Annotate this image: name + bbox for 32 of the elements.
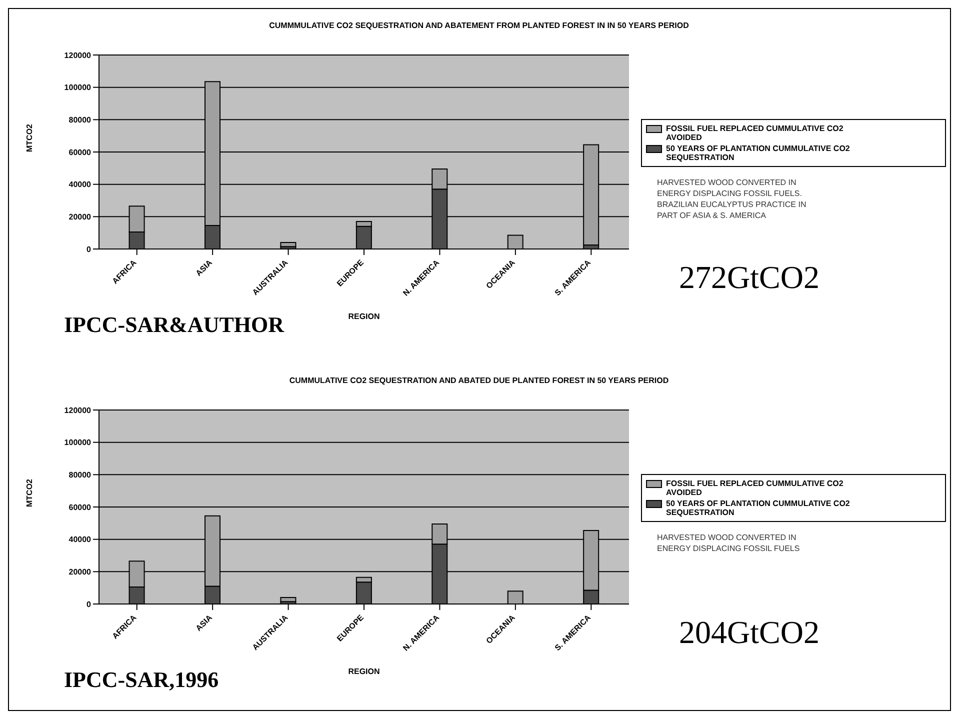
legend-label: FOSSIL FUEL REPLACED CUMMULATIVE CO2 AVOIDED bbox=[666, 124, 844, 142]
y-tick-label: 0 bbox=[86, 244, 92, 254]
text: HARVESTED WOOD CONVERTED IN ENERGY DISPLACING FOSSIL FUELS bbox=[657, 532, 801, 554]
y-tick-label: 100000 bbox=[64, 83, 92, 92]
bar bbox=[280, 242, 296, 248]
text: HARVESTED WOOD CONVERTED IN ENERGY DISPLACING FOSSIL FUELS. BRAZILIAN EUCALYPTUS PRACTICE IN PART OF ASIA & S. AMERICA bbox=[657, 177, 808, 221]
y-tick-label: 60000 bbox=[68, 502, 92, 512]
x-axis-title: REGION bbox=[348, 667, 380, 676]
y-tick-label: 20000 bbox=[68, 212, 92, 222]
legend-label: FOSSIL FUEL REPLACED CUMMULATIVE CO2 AVOIDED bbox=[666, 479, 844, 497]
y-tick-label: 100000 bbox=[64, 438, 92, 448]
chart-title: CUMMULATIVE CO2 SEQUESTRATION AND ABATED DUE PLANTED FOREST IN 50 YEARS PERIOD bbox=[288, 376, 670, 385]
y-tick-label: 80000 bbox=[68, 470, 92, 480]
y-tick-label: 20000 bbox=[68, 568, 92, 577]
y-tick-label: 40000 bbox=[68, 535, 92, 544]
y-axis-title: MTCO2 bbox=[24, 478, 34, 507]
y-tick-label: 120000 bbox=[64, 406, 92, 415]
text: IPCC-SAR&AUTHOR bbox=[64, 312, 284, 338]
bar bbox=[280, 597, 296, 602]
chart-title: CUMMMULATIVE CO2 SEQUESTRATION AND ABATEMENT FROM PLANTED FOREST IN IN 50 YEARS PERIOD bbox=[268, 21, 690, 30]
text: 272GtCO2 bbox=[679, 259, 820, 296]
legend-label: 50 YEARS OF PLANTATION CUMMULATIVE CO2 SEQUESTRATION bbox=[666, 144, 851, 162]
x-axis-title: REGION bbox=[348, 312, 380, 321]
y-tick-label: 60000 bbox=[68, 148, 92, 157]
y-tick-label: 120000 bbox=[64, 50, 92, 60]
y-tick-label: 0 bbox=[86, 600, 92, 609]
legend-label: 50 YEARS OF PLANTATION CUMMULATIVE CO2 SEQUESTRATION bbox=[666, 499, 851, 517]
y-axis-title: MTCO2 bbox=[24, 123, 34, 152]
text: IPCC-SAR,1996 bbox=[64, 667, 219, 693]
text: 204GtCO2 bbox=[679, 614, 820, 651]
y-tick-label: 40000 bbox=[68, 180, 92, 190]
y-tick-label: 80000 bbox=[68, 116, 92, 125]
